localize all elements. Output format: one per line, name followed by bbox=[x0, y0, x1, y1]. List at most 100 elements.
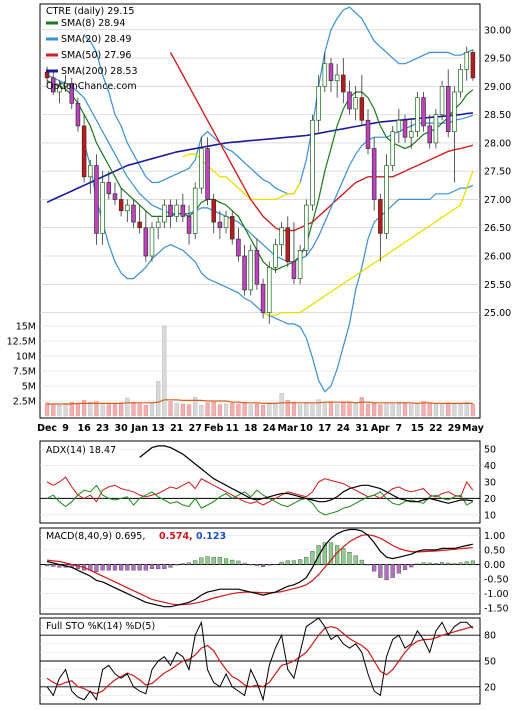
adx-gridlines bbox=[40, 448, 480, 516]
volume-bar bbox=[396, 402, 401, 417]
volume-bar bbox=[57, 405, 62, 417]
candle bbox=[347, 80, 352, 115]
stochastic-panel: 80 50 20 Full STO %K(14) %D(5) bbox=[39, 617, 496, 705]
volume-bar bbox=[415, 402, 420, 417]
candle-body bbox=[50, 77, 56, 93]
stochastic-axis-labels: 80 50 20 bbox=[484, 631, 496, 694]
candle-body bbox=[162, 204, 167, 223]
x-tick-label: 17 bbox=[318, 423, 331, 434]
volume-bar bbox=[310, 402, 315, 417]
candle bbox=[112, 182, 118, 206]
macd-axis-labels: 1.00 0.50 0.00 -0.50 -1.00 -1.50 bbox=[484, 531, 509, 615]
candle-body bbox=[125, 204, 130, 212]
candle bbox=[174, 199, 179, 223]
candle-body bbox=[322, 63, 328, 87]
minus-di-line bbox=[46, 484, 474, 516]
candle-body bbox=[180, 204, 186, 217]
x-tick-label: 27 bbox=[189, 423, 202, 434]
candle-body bbox=[402, 119, 408, 138]
volume-bar bbox=[69, 402, 74, 417]
candle-body bbox=[174, 204, 179, 217]
x-tick-label: 13 bbox=[152, 423, 165, 434]
y-tick-label: 27.00 bbox=[484, 195, 511, 206]
legend-label: SMA(20) 28.49 bbox=[61, 34, 131, 45]
volume-bar bbox=[328, 401, 334, 417]
volume-bar bbox=[470, 403, 476, 417]
volume-bar bbox=[347, 402, 352, 417]
adx-line bbox=[139, 445, 473, 504]
volume-bar bbox=[378, 404, 383, 417]
macd-hist-bar bbox=[402, 564, 408, 570]
macd-hist-bar bbox=[131, 564, 136, 571]
candle bbox=[168, 199, 173, 228]
volume-bar bbox=[242, 402, 247, 417]
candle bbox=[63, 75, 68, 92]
volume-bar bbox=[279, 393, 284, 417]
volume-bar bbox=[51, 403, 56, 417]
candle bbox=[273, 239, 278, 273]
volume-bar bbox=[106, 403, 111, 417]
legend-label: SMA(200) 28.53 bbox=[61, 66, 138, 77]
y-tick-label: -0.50 bbox=[484, 575, 509, 586]
candle-body bbox=[334, 74, 340, 82]
y-tick-label: 26.50 bbox=[484, 223, 511, 234]
candle bbox=[279, 222, 284, 256]
macd-hist-bar bbox=[199, 557, 204, 565]
candle-body bbox=[439, 85, 445, 115]
x-tick-label: 24 bbox=[263, 423, 277, 434]
candle bbox=[242, 244, 247, 296]
macd-hist-bar bbox=[372, 564, 377, 572]
sma20-line bbox=[46, 74, 474, 263]
candle-body bbox=[433, 114, 439, 144]
volume-bar bbox=[304, 403, 309, 417]
candle-body bbox=[328, 63, 334, 82]
candle-body bbox=[100, 182, 105, 234]
x-tick-label: Apr bbox=[371, 423, 390, 434]
volume-bar bbox=[162, 325, 167, 417]
macd-hist-bar bbox=[260, 564, 266, 567]
candle bbox=[470, 49, 476, 81]
macd-hist-bar bbox=[267, 564, 272, 566]
volume-bar bbox=[402, 403, 408, 417]
candle bbox=[155, 216, 161, 240]
macd-hist-bar bbox=[298, 559, 303, 565]
candle-body bbox=[371, 148, 377, 200]
volume-bar bbox=[180, 403, 185, 417]
volume-bar bbox=[217, 404, 222, 417]
adx-axis-labels: 50 40 30 20 10 bbox=[484, 445, 496, 522]
x-tick-label: 16 bbox=[77, 423, 91, 434]
macd-hist-bar bbox=[433, 563, 438, 565]
candle-body bbox=[199, 148, 204, 189]
candle-body bbox=[168, 204, 173, 217]
candle bbox=[205, 137, 210, 206]
y-tick-label: 27.50 bbox=[484, 167, 511, 178]
candle-body bbox=[106, 182, 112, 195]
candle-body bbox=[310, 119, 315, 206]
candle-body bbox=[452, 91, 457, 132]
volume-bar bbox=[365, 403, 371, 417]
volume-gridlines bbox=[40, 325, 480, 402]
stochastic-gridlines bbox=[40, 626, 480, 696]
volume-bar bbox=[205, 402, 210, 417]
x-tick-label: 18 bbox=[244, 423, 258, 434]
candle bbox=[137, 205, 142, 234]
stochastic-label: Full STO %K(14) %D(5) bbox=[46, 621, 155, 632]
macd-hist-bar bbox=[273, 563, 278, 565]
volume-bar bbox=[341, 402, 346, 417]
volume-bar bbox=[186, 404, 192, 417]
macd-hist-bar bbox=[254, 564, 260, 566]
candle bbox=[433, 108, 439, 149]
macd-hist-bar bbox=[353, 555, 358, 565]
volume-bar bbox=[88, 402, 93, 417]
candle-body bbox=[365, 119, 371, 149]
x-tick-label: Dec bbox=[37, 423, 57, 434]
volume-bar bbox=[112, 403, 118, 417]
y-tick-label: 25.00 bbox=[484, 308, 511, 319]
x-tick-label: 31 bbox=[355, 423, 368, 434]
candle bbox=[260, 278, 266, 319]
macd-hist-bar bbox=[470, 560, 476, 565]
macd-signal-line bbox=[47, 534, 473, 606]
volume-bar bbox=[75, 403, 81, 417]
y-tick-label: 50 bbox=[484, 445, 496, 456]
